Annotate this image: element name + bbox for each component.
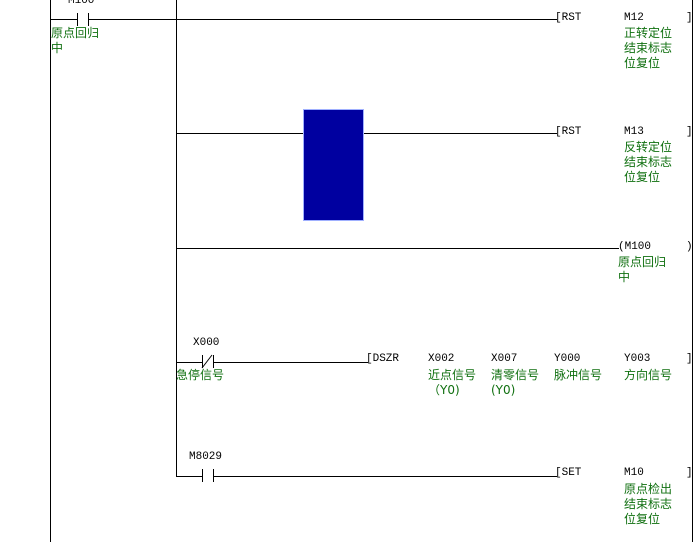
bracket-close: ] (686, 467, 693, 479)
operand-comment: 反转定位 结束标志 位复位 (624, 140, 673, 184)
operand: M10 (624, 467, 644, 479)
operand: X002 (428, 353, 455, 365)
operand: M12 (624, 12, 644, 24)
selection-cursor[interactable] (303, 109, 364, 221)
instr: SET (561, 467, 582, 479)
operand: Y003 (624, 353, 651, 365)
instr: RST (561, 12, 582, 24)
wire (213, 476, 557, 477)
instruction-dszr[interactable]: [DSZR (366, 353, 400, 365)
instruction-set[interactable]: [SET (555, 467, 582, 479)
coil-close: ) (686, 241, 693, 253)
contact-comment: 急停信号 (176, 368, 225, 382)
bracket-close: ] (686, 126, 693, 138)
operand-comment: 正转定位 结束标志 位复位 (624, 26, 673, 70)
wire (176, 248, 619, 249)
operand-comment: 脉冲信号 (554, 368, 603, 382)
instruction-rst[interactable]: [RST (555, 12, 582, 24)
contact-label: X000 (193, 337, 220, 349)
contact-comment: 原点回归 中 (51, 26, 100, 55)
branch-line (176, 0, 177, 477)
instr: DSZR (372, 353, 400, 365)
wire (88, 19, 557, 20)
wire (176, 362, 202, 363)
operand-comment: 近点信号 （Y0) (428, 368, 477, 397)
coil-operand: M100 (624, 241, 652, 253)
operand: M13 (624, 126, 644, 138)
right-power-rail (692, 0, 693, 542)
contact-label: M100 (68, 0, 95, 7)
operand-comment: 方向信号 (624, 368, 673, 382)
nc-contact-icon[interactable] (201, 354, 214, 369)
operand: Y000 (554, 353, 581, 365)
bracket-close: ] (686, 12, 693, 24)
coil[interactable]: (M100 (618, 241, 652, 253)
wire (176, 133, 557, 134)
instr: RST (561, 126, 582, 138)
wire (176, 476, 202, 477)
operand-comment: 原点检出 结束标志 位复位 (624, 482, 673, 526)
left-power-rail (50, 0, 51, 542)
instruction-rst[interactable]: [RST (555, 126, 582, 138)
coil-comment: 原点回归 中 (618, 255, 667, 284)
wire (50, 19, 77, 20)
operand: X007 (491, 353, 518, 365)
wire (213, 362, 368, 363)
bracket-close: ] (686, 353, 693, 365)
no-contact-icon[interactable] (202, 469, 214, 482)
contact-label: M8029 (189, 451, 223, 463)
operand-comment: 清零信号 (Y0) (491, 368, 540, 397)
